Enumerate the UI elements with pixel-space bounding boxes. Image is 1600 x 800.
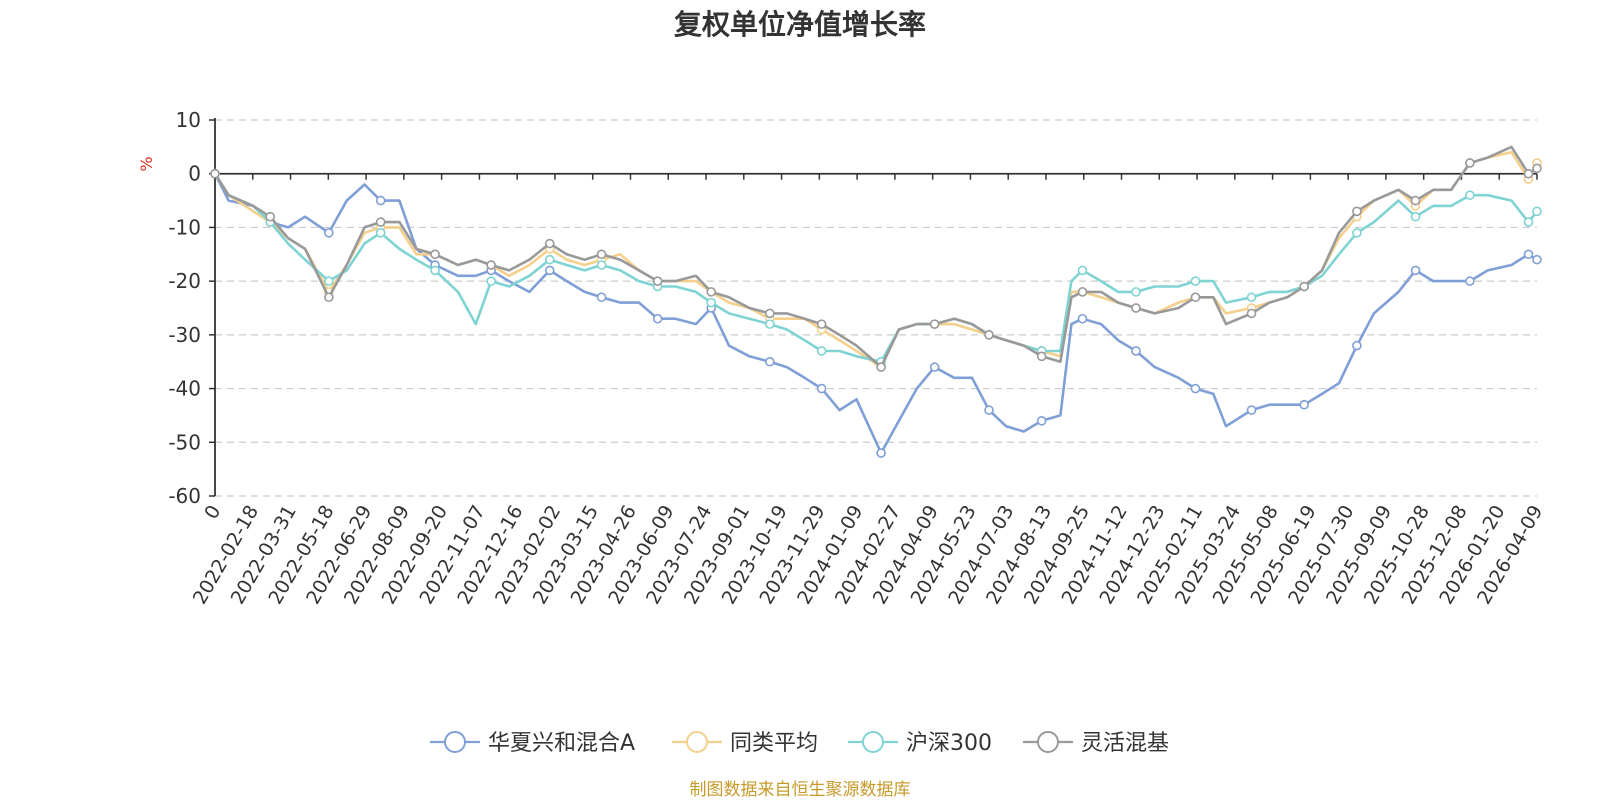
legend-swatch-marker <box>686 731 708 753</box>
data-point <box>1410 265 1421 276</box>
data-point <box>1352 340 1362 351</box>
legend-swatch-marker <box>862 731 884 753</box>
data-point <box>1465 276 1475 286</box>
data-point <box>1077 313 1088 324</box>
data-point <box>1532 163 1542 174</box>
data-point <box>1523 168 1534 179</box>
legend-swatch-marker <box>444 731 466 753</box>
data-point <box>1246 292 1257 303</box>
y-tick-label: -20 <box>168 269 201 293</box>
x-tick-label: 0 <box>200 502 225 523</box>
legend-label: 华夏兴和混合A <box>488 731 635 756</box>
data-point <box>652 276 663 286</box>
y-tick-label: 0 <box>188 162 201 186</box>
data-point <box>1410 195 1421 206</box>
data-point <box>1246 405 1257 415</box>
chart-title: 复权单位净值增长率 <box>674 8 926 41</box>
series-lines <box>210 145 1542 458</box>
legend-swatch-marker <box>1037 731 1059 753</box>
y-tick-label: -50 <box>168 430 201 454</box>
data-point <box>544 254 555 265</box>
legend[interactable]: 华夏兴和混合A 同类平均 沪深300 灵活混基 <box>430 731 1169 756</box>
y-tick-label: -10 <box>168 215 201 239</box>
data-point <box>984 330 994 340</box>
data-point <box>1523 249 1534 260</box>
data-point <box>1077 287 1088 297</box>
legend-label: 灵活混基 <box>1081 731 1169 756</box>
data-point <box>1036 351 1047 362</box>
data-point <box>596 260 607 270</box>
y-tick-label: 10 <box>176 108 201 132</box>
data-point <box>1190 276 1201 286</box>
axes: 100-10-20-30-40-50-6002022-02-182022-03-… <box>168 108 1547 608</box>
data-point <box>324 276 334 286</box>
data-point <box>816 383 827 394</box>
data-point <box>816 319 827 329</box>
data-point <box>486 260 496 270</box>
data-point <box>430 249 440 260</box>
data-point <box>764 356 775 367</box>
y-tick-label: -60 <box>168 484 201 508</box>
data-point <box>706 297 716 308</box>
data-point <box>1523 217 1534 227</box>
data-point <box>1190 292 1201 303</box>
data-point <box>596 249 607 260</box>
data-point <box>1465 158 1475 168</box>
data-point <box>596 292 607 303</box>
y-axis-unit-label: % <box>137 156 156 171</box>
series-2 <box>210 150 1542 372</box>
data-point <box>652 313 663 324</box>
series-line <box>213 173 1539 364</box>
series-line <box>213 173 1538 455</box>
series-3 <box>210 168 1542 367</box>
legend-item[interactable]: 华夏兴和混合A <box>430 731 635 756</box>
data-point <box>1131 287 1141 297</box>
data-point <box>265 211 276 222</box>
data-point <box>1190 383 1201 394</box>
legend-label: 同类平均 <box>730 731 818 756</box>
data-point <box>1532 254 1542 265</box>
series-4 <box>210 145 1542 372</box>
data-point <box>1299 399 1310 410</box>
legend-item[interactable]: 同类平均 <box>672 731 818 756</box>
legend-item[interactable]: 灵活混基 <box>1023 731 1169 756</box>
data-point <box>430 265 440 276</box>
data-point <box>210 168 220 179</box>
data-point <box>486 276 496 286</box>
data-point <box>816 346 827 356</box>
data-point <box>1036 415 1047 426</box>
data-point <box>1352 228 1362 238</box>
data-point <box>1131 346 1141 356</box>
data-point <box>1246 308 1257 319</box>
data-point <box>929 319 940 329</box>
series-1 <box>210 168 1542 458</box>
data-point <box>324 228 334 238</box>
data-point <box>1410 211 1421 222</box>
data-point <box>375 228 386 238</box>
data-point <box>984 405 994 415</box>
data-point <box>1532 206 1542 217</box>
data-point <box>1465 190 1475 200</box>
data-point <box>876 362 886 372</box>
y-tick-label: -30 <box>168 323 201 347</box>
data-point <box>375 195 386 206</box>
legend-item[interactable]: 沪深300 <box>848 731 992 756</box>
data-point <box>324 292 334 303</box>
data-point <box>764 319 775 329</box>
data-point <box>1131 303 1141 313</box>
data-point <box>706 287 716 297</box>
y-tick-label: -40 <box>168 377 201 401</box>
data-point <box>375 217 386 227</box>
data-point <box>544 265 555 276</box>
data-point <box>1352 206 1362 217</box>
data-point <box>876 448 886 458</box>
data-point <box>929 362 940 372</box>
data-point <box>1299 281 1310 292</box>
data-point <box>544 238 555 249</box>
source-note: 制图数据来自恒生聚源数据库 <box>690 780 911 800</box>
data-point <box>764 308 775 319</box>
data-point <box>1077 265 1088 276</box>
legend-label: 沪深300 <box>906 731 992 756</box>
